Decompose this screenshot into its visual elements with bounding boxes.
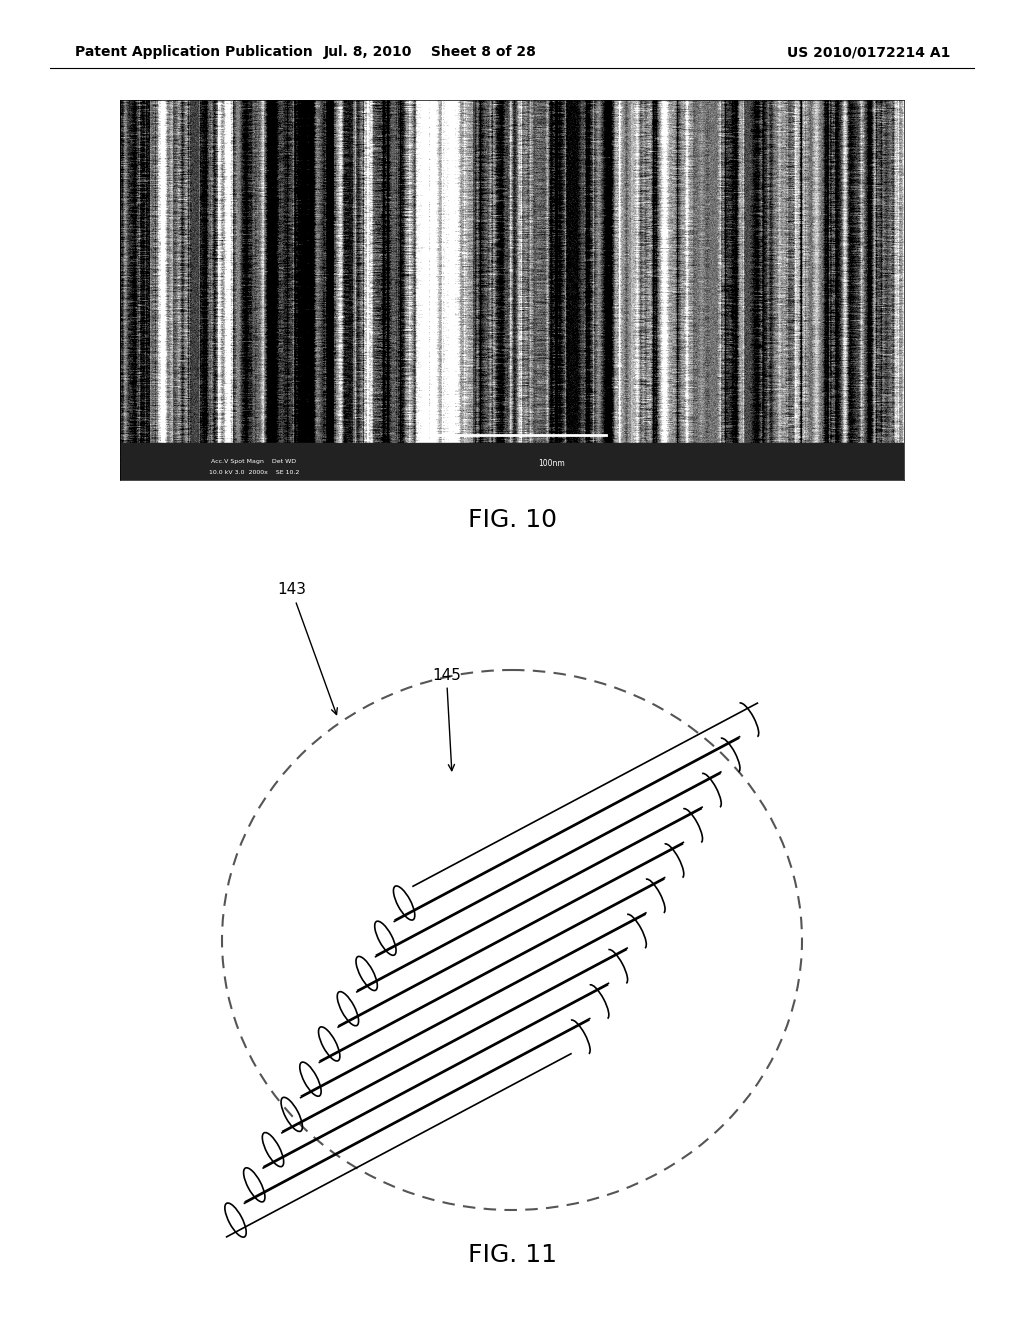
Bar [121,442,904,480]
Text: US 2010/0172214 A1: US 2010/0172214 A1 [786,45,950,59]
Text: Acc.V Spot Magn    Det WD: Acc.V Spot Magn Det WD [211,459,296,465]
Text: Patent Application Publication: Patent Application Publication [75,45,312,59]
Text: FIG. 11: FIG. 11 [468,1243,556,1267]
Text: Jul. 8, 2010    Sheet 8 of 28: Jul. 8, 2010 Sheet 8 of 28 [324,45,537,59]
Text: 145: 145 [432,668,461,771]
Text: 143: 143 [278,582,337,714]
Text: FIG. 10: FIG. 10 [468,508,556,532]
Text: 100nm: 100nm [539,459,565,467]
Text: 10.0 kV 3.0  2000x    SE 10.2: 10.0 kV 3.0 2000x SE 10.2 [209,470,299,475]
